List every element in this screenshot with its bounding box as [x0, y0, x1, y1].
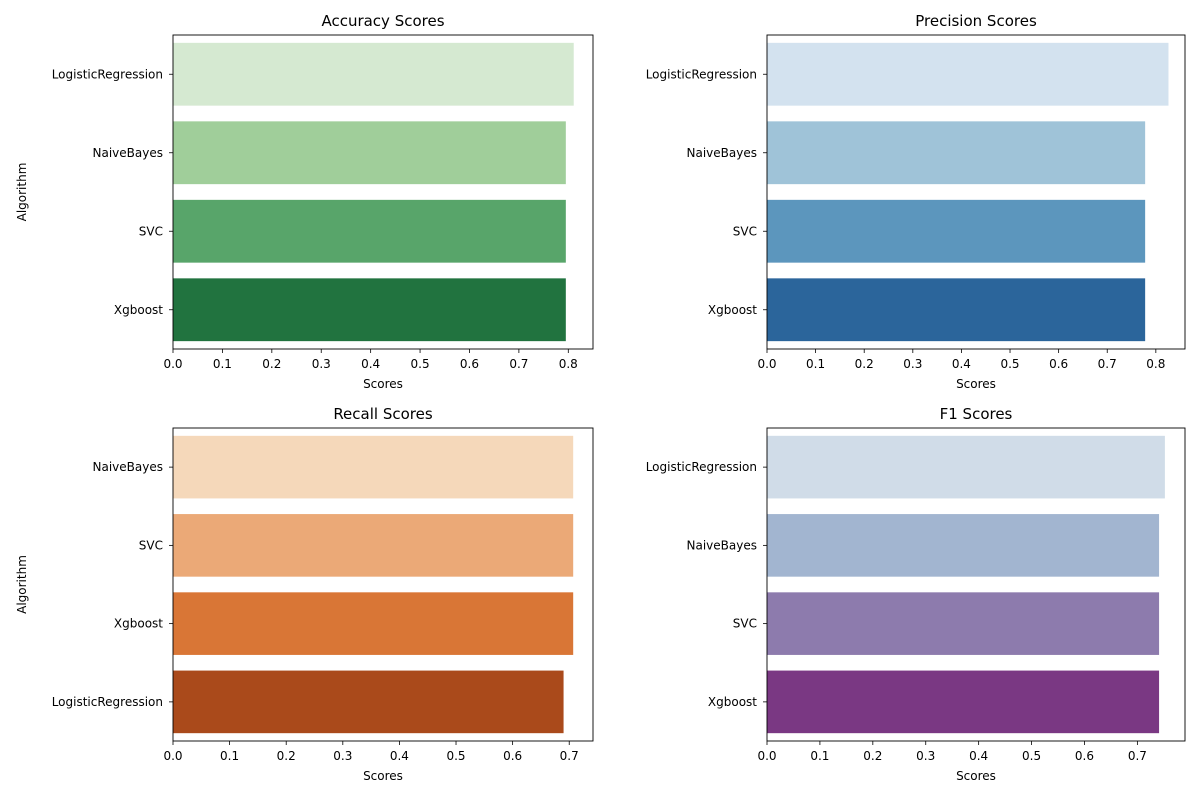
bar-xgboost	[173, 278, 566, 342]
y-tick-label: LogisticRegression	[646, 460, 757, 474]
bar-svc	[767, 199, 1146, 263]
x-tick-label: 0.1	[213, 357, 232, 371]
y-tick-label: Xgboost	[114, 303, 163, 317]
chart-title: F1 Scores	[940, 405, 1013, 423]
plot-frame	[766, 427, 1186, 742]
y-axis-label: Algorithm	[15, 555, 29, 614]
y-tick-label: Xgboost	[708, 303, 757, 317]
x-tick-label: 0.8	[1146, 357, 1165, 371]
y-tick-label: SVC	[139, 224, 163, 238]
x-tick-label: 0.6	[1075, 749, 1094, 763]
x-tick-label: 0.2	[277, 749, 296, 763]
x-tick-label: 0.3	[312, 357, 331, 371]
x-axis-label: Scores	[956, 377, 996, 391]
x-tick-label: 0.7	[1098, 357, 1117, 371]
x-tick-label: 0.8	[559, 357, 578, 371]
x-axis-label: Scores	[956, 769, 996, 783]
bar-svc	[767, 592, 1160, 655]
x-tick-label: 0.0	[163, 357, 182, 371]
bar-xgboost	[173, 592, 574, 655]
y-tick-label: SVC	[733, 224, 757, 238]
bar-xgboost	[767, 670, 1160, 734]
y-tick-label: SVC	[733, 617, 757, 631]
chart-panel-4: LogisticRegression NaiveBayes SVC Xgboost 0.…	[646, 405, 1186, 783]
plot-frame	[766, 34, 1186, 350]
bar-xgboost	[767, 278, 1146, 342]
x-tick-label: 0.6	[1049, 357, 1068, 371]
x-axis-label: Scores	[363, 377, 403, 391]
y-tick-label: Xgboost	[114, 617, 163, 631]
x-tick-label: 0.7	[509, 357, 528, 371]
x-tick-label: 0.0	[163, 749, 182, 763]
x-tick-label: 0.1	[810, 749, 829, 763]
x-tick-label: 0.4	[390, 749, 409, 763]
x-tick-label: 0.7	[560, 749, 579, 763]
chart-panel-1: LogisticRegression NaiveBayes SVC Xgboost 0.…	[15, 12, 594, 391]
x-tick-label: 0.3	[333, 749, 352, 763]
bar-logisticregression	[767, 42, 1169, 106]
bar-naivebayes	[767, 514, 1160, 577]
x-tick-label: 0.2	[262, 357, 281, 371]
x-tick-label: 0.7	[1128, 749, 1147, 763]
bar-svc	[173, 199, 566, 263]
y-tick-label: LogisticRegression	[646, 67, 757, 81]
chart-title: Precision Scores	[915, 12, 1037, 30]
x-tick-label: 0.5	[1022, 749, 1041, 763]
y-tick-label: NaiveBayes	[687, 538, 757, 552]
plot-frame	[172, 34, 594, 350]
x-tick-label: 0.2	[855, 357, 874, 371]
x-tick-label: 0.1	[806, 357, 825, 371]
x-axis-label: Scores	[363, 769, 403, 783]
y-tick-label: Xgboost	[708, 695, 757, 709]
chart-panel-2: LogisticRegression NaiveBayes SVC Xgboost 0.…	[646, 12, 1186, 391]
y-tick-label: NaiveBayes	[687, 146, 757, 160]
x-tick-label: 0.6	[503, 749, 522, 763]
bar-naivebayes	[767, 121, 1146, 185]
y-tick-label: SVC	[139, 538, 163, 552]
x-tick-label: 0.5	[411, 357, 430, 371]
bar-logisticregression	[173, 42, 574, 106]
x-tick-label: 0.5	[446, 749, 465, 763]
x-tick-label: 0.3	[903, 357, 922, 371]
y-tick-label: LogisticRegression	[52, 695, 163, 709]
x-tick-label: 0.4	[969, 749, 988, 763]
bar-svc	[173, 514, 574, 577]
bar-logisticregression	[767, 435, 1165, 499]
plot-frame	[172, 427, 594, 742]
bar-naivebayes	[173, 435, 574, 499]
x-tick-label: 0.1	[220, 749, 239, 763]
chart-title: Accuracy Scores	[321, 12, 444, 30]
chart-panel-3: NaiveBayes SVC Xgboost LogisticRegression 0.…	[15, 405, 594, 783]
x-tick-label: 0.0	[757, 749, 776, 763]
y-axis-label: Algorithm	[15, 163, 29, 222]
bar-logisticregression	[173, 670, 564, 734]
x-tick-label: 0.4	[952, 357, 971, 371]
x-tick-label: 0.0	[757, 357, 776, 371]
y-tick-label: NaiveBayes	[93, 146, 163, 160]
x-tick-label: 0.4	[361, 357, 380, 371]
chart-title: Recall Scores	[333, 405, 433, 423]
y-tick-label: LogisticRegression	[52, 67, 163, 81]
x-tick-label: 0.6	[460, 357, 479, 371]
bar-naivebayes	[173, 121, 566, 185]
y-tick-label: NaiveBayes	[93, 460, 163, 474]
x-tick-label: 0.3	[916, 749, 935, 763]
x-tick-label: 0.2	[863, 749, 882, 763]
x-tick-label: 0.5	[1000, 357, 1019, 371]
